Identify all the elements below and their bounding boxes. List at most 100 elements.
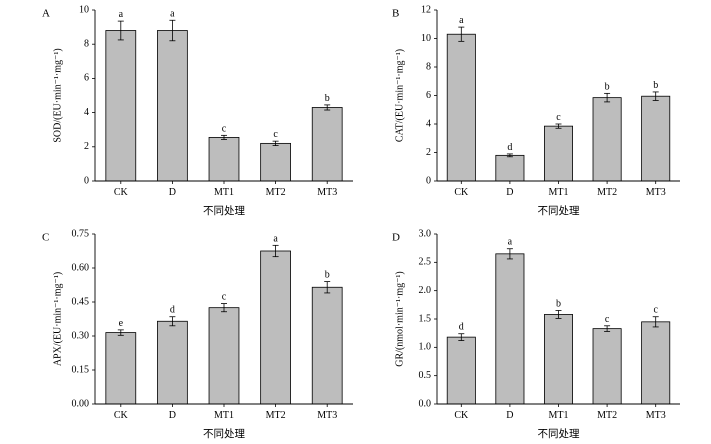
bar-mt1 — [544, 125, 573, 182]
y-tick-label: 2 — [84, 141, 89, 152]
panel-label: A — [42, 8, 50, 20]
x-axis-title: 不同处理 — [203, 428, 245, 440]
significance-letter: c — [222, 123, 227, 134]
bar-mt1 — [544, 314, 573, 405]
significance-letter: d — [459, 322, 464, 333]
x-tick-label: MT2 — [597, 187, 617, 198]
bar-mt3 — [311, 107, 343, 182]
bar-d — [157, 30, 188, 182]
y-tick-label: 0 — [84, 175, 89, 186]
bar-mt3 — [311, 286, 343, 405]
bar-mt1 — [208, 307, 240, 405]
x-tick-label: MT3 — [646, 187, 666, 198]
x-tick-label: MT1 — [214, 410, 234, 421]
y-tick-label: 0.5 — [419, 370, 432, 381]
bar-mt2 — [260, 250, 291, 405]
bar-mt2 — [260, 142, 291, 182]
y-tick-label: 2 — [426, 147, 431, 158]
x-tick-label: D — [506, 187, 513, 198]
y-tick-label: 6 — [426, 90, 431, 101]
y-tick-label: 0.60 — [72, 262, 90, 273]
significance-letter: a — [508, 237, 513, 248]
significance-letter: c — [653, 305, 658, 316]
y-tick-label: 8 — [426, 61, 431, 72]
y-tick-label: 2.5 — [419, 257, 432, 268]
y-tick-label: 2.0 — [419, 285, 432, 296]
x-tick-label: MT2 — [266, 410, 286, 421]
y-tick-label: 6 — [84, 73, 89, 84]
bar-ck — [446, 336, 476, 405]
x-tick-label: CK — [454, 187, 469, 198]
chart-panel-c: Ce CK d Dc MT1 a MT2 b MT3 0.00 0.15 0.30 0.45 0.60 0.… — [42, 228, 353, 440]
chart-panel-d: Dd CK a Db MT1 c MT2 c MT3 0.0 0.5 1.0 1.5 2.0 2.5 3.0 不… — [392, 228, 680, 440]
y-tick-label: 12 — [421, 4, 431, 15]
significance-letter: b — [605, 81, 610, 92]
significance-letter: b — [325, 270, 330, 281]
x-tick-label: MT3 — [317, 410, 337, 421]
bar-ck — [446, 33, 476, 182]
y-tick-label: 0 — [426, 175, 431, 186]
x-tick-label: MT2 — [266, 187, 286, 198]
significance-letter: c — [556, 112, 561, 123]
bar-mt3 — [641, 95, 671, 182]
significance-letter: b — [653, 80, 658, 91]
significance-letter: c — [273, 129, 278, 140]
y-tick-label: 0.30 — [72, 330, 90, 341]
y-tick-label: 0.15 — [72, 364, 90, 375]
x-tick-label: MT2 — [597, 410, 617, 421]
y-tick-label: 10 — [79, 4, 89, 15]
y-tick-label: 4 — [84, 107, 89, 118]
y-tick-label: 8 — [84, 38, 89, 49]
bar-ck — [105, 30, 137, 182]
x-tick-label: CK — [454, 410, 469, 421]
y-tick-label: 0.75 — [72, 228, 90, 239]
x-tick-label: MT1 — [549, 410, 569, 421]
significance-letter: d — [507, 142, 512, 153]
x-tick-label: MT1 — [214, 187, 234, 198]
bar-ck — [105, 332, 137, 405]
y-tick-label: 10 — [421, 33, 431, 44]
y-tick-label: 4 — [426, 118, 431, 129]
x-tick-label: MT3 — [646, 410, 666, 421]
significance-letter: b — [325, 93, 330, 104]
x-axis-title: 不同处理 — [538, 428, 580, 440]
y-axis-title: APX/(EU·min⁻¹·mg⁻¹) — [52, 272, 63, 366]
x-tick-label: D — [169, 187, 176, 198]
significance-letter: a — [119, 9, 124, 20]
significance-letter: c — [222, 292, 227, 303]
significance-letter: e — [119, 318, 124, 329]
panel-label: B — [392, 8, 399, 20]
bar-mt3 — [641, 321, 671, 405]
panel-label: D — [392, 232, 400, 244]
bar-d — [495, 253, 525, 405]
y-tick-label: 0.0 — [419, 398, 432, 409]
bar-mt2 — [592, 97, 622, 182]
bar-d — [157, 320, 188, 405]
y-tick-label: 1.0 — [419, 342, 432, 353]
x-axis-title: 不同处理 — [203, 205, 245, 217]
x-tick-label: MT3 — [317, 187, 337, 198]
y-tick-label: 3.0 — [419, 228, 432, 239]
x-tick-label: MT1 — [549, 187, 569, 198]
panel-label: C — [42, 232, 49, 244]
significance-letter: a — [273, 233, 278, 244]
x-tick-label: D — [169, 410, 176, 421]
bar-mt1 — [208, 136, 240, 182]
x-tick-label: D — [506, 410, 513, 421]
bar-mt2 — [592, 328, 622, 405]
significance-letter: a — [459, 15, 464, 26]
x-tick-label: CK — [114, 410, 129, 421]
significance-letter: b — [556, 299, 561, 310]
significance-letter: d — [170, 305, 175, 316]
y-axis-title: SOD/(EU·min⁻¹·mg⁻¹) — [52, 48, 63, 142]
bar-d — [495, 154, 525, 182]
chart-panel-b: Ba CK d Dc MT1 b MT2 b MT3 0 2 4 6 8 10 12 不同处理 CAT/(EU·m… — [392, 4, 680, 217]
significance-letter: a — [170, 8, 175, 19]
significance-letter: c — [605, 314, 610, 325]
x-tick-label: CK — [114, 187, 129, 198]
y-tick-label: 0.00 — [72, 398, 90, 409]
y-tick-label: 0.45 — [72, 296, 90, 307]
y-tick-label: 1.5 — [419, 313, 432, 324]
x-axis-title: 不同处理 — [538, 205, 580, 217]
